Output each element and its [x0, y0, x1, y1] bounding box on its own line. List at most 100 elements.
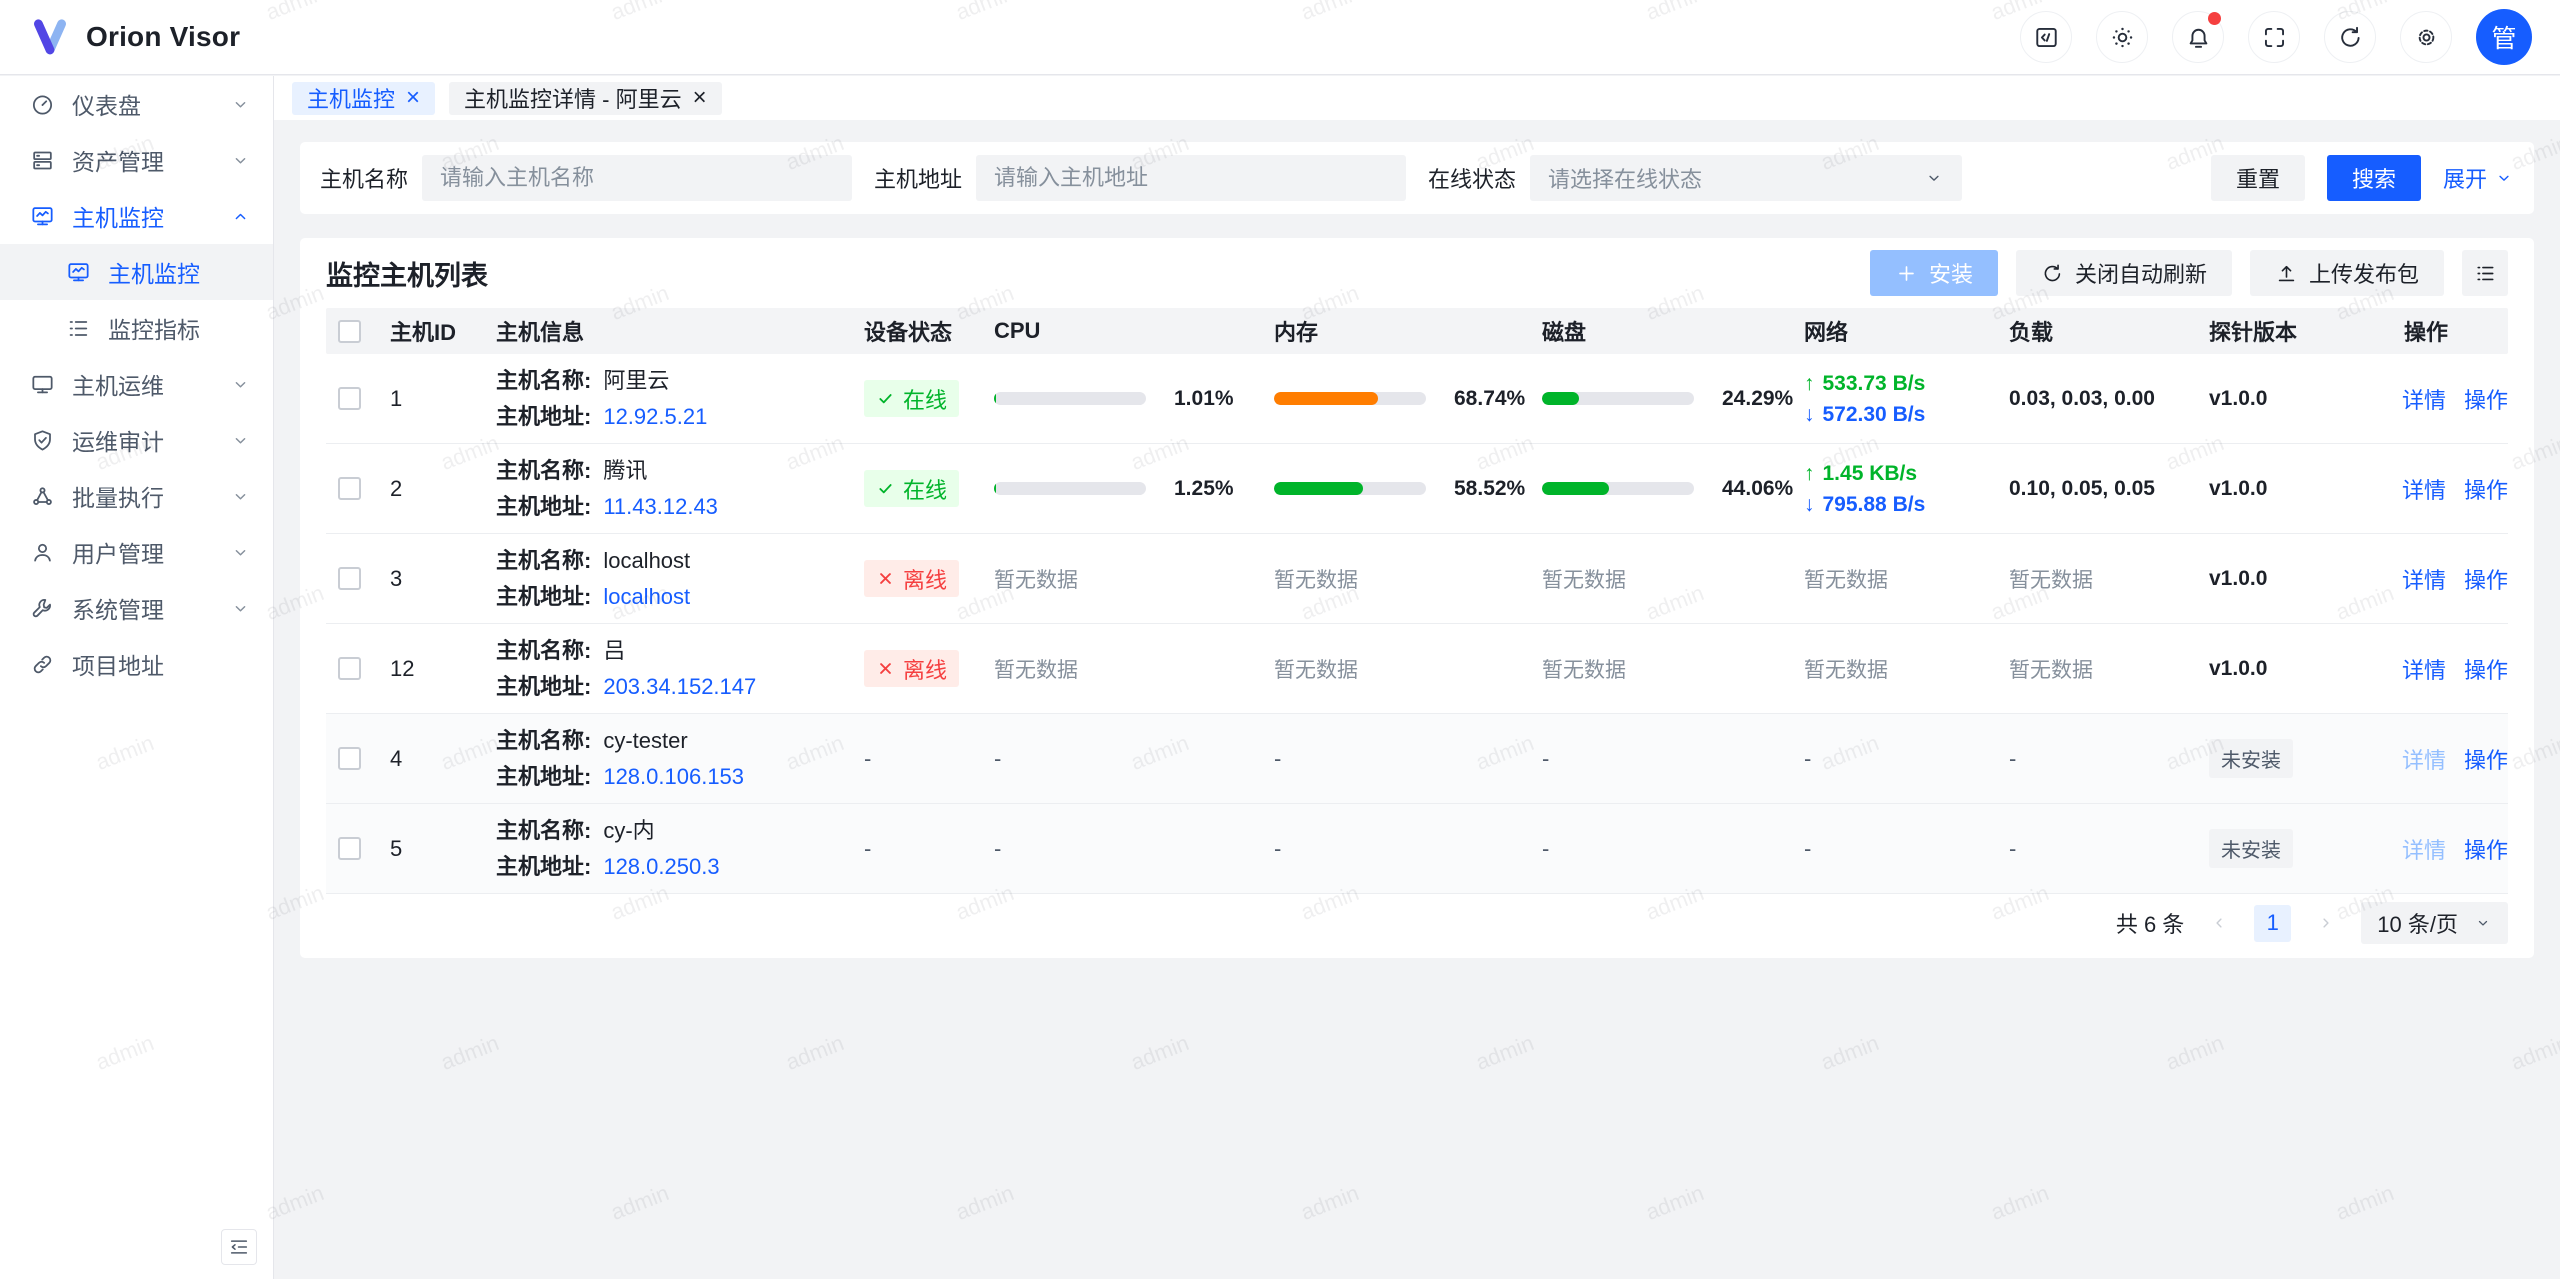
row-checkbox[interactable] — [326, 477, 376, 500]
sidebar-item-host-ops[interactable]: 主机运维 — [0, 356, 273, 412]
upload-release-button[interactable]: 上传发布包 — [2249, 250, 2444, 296]
notifications-button[interactable] — [2172, 11, 2224, 63]
no-data-text: 暂无数据 — [994, 658, 1078, 682]
not-installed-tag: 未安装 — [2209, 739, 2293, 778]
tab-host-monitor[interactable]: 主机监控 × — [292, 81, 436, 115]
pagination-prev-button[interactable] — [2202, 906, 2236, 940]
no-data-text: 暂无数据 — [2009, 658, 2093, 682]
load-cell: 暂无数据 — [1995, 654, 2195, 684]
sidebar-collapse-button[interactable] — [221, 1229, 257, 1265]
host-name-input[interactable] — [422, 155, 853, 201]
no-data-text: 暂无数据 — [1542, 568, 1626, 592]
operate-link[interactable]: 操作 — [2464, 657, 2509, 683]
host-info: 主机名称: 吕主机地址: 203.34.152.147 — [482, 633, 850, 705]
operate-link[interactable]: 操作 — [2464, 837, 2509, 863]
user-avatar[interactable]: 管 — [2476, 9, 2532, 65]
fullscreen-button[interactable] — [2248, 11, 2300, 63]
filter-buttons: 重置 搜索 展开 — [2210, 155, 2514, 201]
tab-close-icon[interactable]: × — [406, 84, 421, 111]
row-checkbox[interactable] — [326, 747, 376, 770]
list-icon — [2476, 266, 2494, 280]
operate-link[interactable]: 操作 — [2464, 477, 2509, 503]
tab-host-monitor-detail[interactable]: 主机监控详情 - 阿里云 × — [449, 81, 722, 115]
search-button[interactable]: 搜索 — [2326, 155, 2421, 201]
progress-bar — [1274, 482, 1426, 495]
sidebar-item-project-link[interactable]: 项目地址 — [0, 636, 273, 692]
detail-link[interactable]: 详情 — [2402, 747, 2447, 773]
operate-link[interactable]: 操作 — [2464, 387, 2509, 413]
detail-link[interactable]: 详情 — [2402, 837, 2447, 863]
row-checkbox[interactable] — [326, 387, 376, 410]
sun-icon — [2112, 27, 2132, 47]
refresh-button[interactable] — [2324, 11, 2376, 63]
mem-cell: - — [1260, 836, 1528, 862]
device-status-cell: - — [850, 836, 980, 862]
chevron-down-icon — [235, 605, 246, 612]
host-address-link[interactable]: 128.0.250.3 — [603, 853, 720, 879]
settings-button[interactable] — [2400, 11, 2452, 63]
sidebar-item-user-mgmt[interactable]: 用户管理 — [0, 524, 273, 580]
theme-toggle-button[interactable] — [2096, 11, 2148, 63]
detail-link[interactable]: 详情 — [2402, 567, 2447, 593]
cpu-cell: - — [980, 746, 1260, 772]
chevron-down-icon — [2478, 920, 2488, 926]
detail-link[interactable]: 详情 — [2402, 387, 2447, 413]
code-icon — [2035, 27, 2057, 47]
device-status-cell: 在线 — [850, 470, 980, 507]
cpu-cell: 1.01% — [980, 387, 1260, 411]
page-size-select[interactable]: 10 条/页 — [2361, 902, 2508, 944]
auto-refresh-button[interactable]: 关闭自动刷新 — [2015, 250, 2232, 296]
sidebar-item-ops-audit[interactable]: 运维审计 — [0, 412, 273, 468]
empty-dash: - — [1542, 745, 1550, 771]
operate-link[interactable]: 操作 — [2464, 747, 2509, 773]
code-view-button[interactable] — [2020, 11, 2072, 63]
status-badge-offline: 离线 — [864, 560, 960, 597]
online-status-select[interactable]: 请选择在线状态 — [1530, 155, 1963, 201]
empty-dash: - — [2009, 745, 2017, 771]
tab-close-icon[interactable]: × — [692, 84, 707, 111]
sidebar-item-label: 主机运维 — [72, 373, 164, 399]
detail-link[interactable]: 详情 — [2402, 477, 2447, 503]
pagination-page-1[interactable]: 1 — [2254, 904, 2292, 942]
column-settings-button[interactable] — [2462, 250, 2508, 296]
cross-icon — [880, 573, 891, 584]
host-address-link[interactable]: 128.0.106.153 — [603, 763, 745, 789]
status-badge-online: 在线 — [864, 470, 960, 507]
operate-link[interactable]: 操作 — [2464, 567, 2509, 593]
empty-dash: - — [1804, 835, 1812, 861]
empty-dash: - — [994, 745, 1002, 771]
menu-fold-icon — [230, 1240, 248, 1254]
table-card-header: 监控主机列表 安装 关闭自动刷新 上传发布包 — [326, 238, 2508, 308]
host-address-link[interactable]: 12.92.5.21 — [603, 403, 708, 429]
reset-button[interactable]: 重置 — [2210, 155, 2305, 201]
sidebar-item-system-mgmt[interactable]: 系统管理 — [0, 580, 273, 636]
select-all-checkbox[interactable] — [326, 319, 376, 343]
row-checkbox[interactable] — [326, 657, 376, 680]
install-button[interactable]: 安装 — [1869, 250, 1998, 296]
sidebar-item-dashboard[interactable]: 仪表盘 — [0, 76, 273, 132]
sidebar-item-batch-exec[interactable]: 批量执行 — [0, 468, 273, 524]
pagination-next-button[interactable] — [2309, 906, 2343, 940]
row-checkbox[interactable] — [326, 567, 376, 590]
row-checkbox[interactable] — [326, 837, 376, 860]
sidebar-item-host-monitor-sub[interactable]: 主机监控 — [0, 244, 273, 300]
expand-toggle[interactable]: 展开 — [2443, 162, 2514, 194]
sidebar-item-monitor-metrics[interactable]: 监控指标 — [0, 300, 273, 356]
device-status-cell: 离线 — [850, 650, 980, 687]
host-address-link[interactable]: localhost — [603, 583, 691, 609]
host-address-link[interactable]: 11.43.12.43 — [603, 493, 718, 519]
host-name: cy-tester — [603, 727, 688, 753]
column-header-cpu: CPU — [994, 318, 1041, 343]
actions-cell: 详情 操作 — [2390, 833, 2508, 865]
detail-link[interactable]: 详情 — [2402, 657, 2447, 683]
host-info: 主机名称: cy-tester 主机地址: 128.0.106.153 — [482, 723, 850, 795]
logo-icon — [33, 19, 67, 55]
sidebar-item-label: 主机监控 — [108, 261, 200, 287]
sidebar-item-assets[interactable]: 资产管理 — [0, 132, 273, 188]
sidebar-item-host-monitor[interactable]: 主机监控 — [0, 188, 273, 244]
upload-arrow-icon: ↑ — [1804, 461, 1815, 485]
bell-icon — [2189, 28, 2207, 48]
host-address-input[interactable] — [976, 155, 1407, 201]
status-badge-offline: 离线 — [864, 650, 960, 687]
host-address-link[interactable]: 203.34.152.147 — [603, 673, 757, 699]
